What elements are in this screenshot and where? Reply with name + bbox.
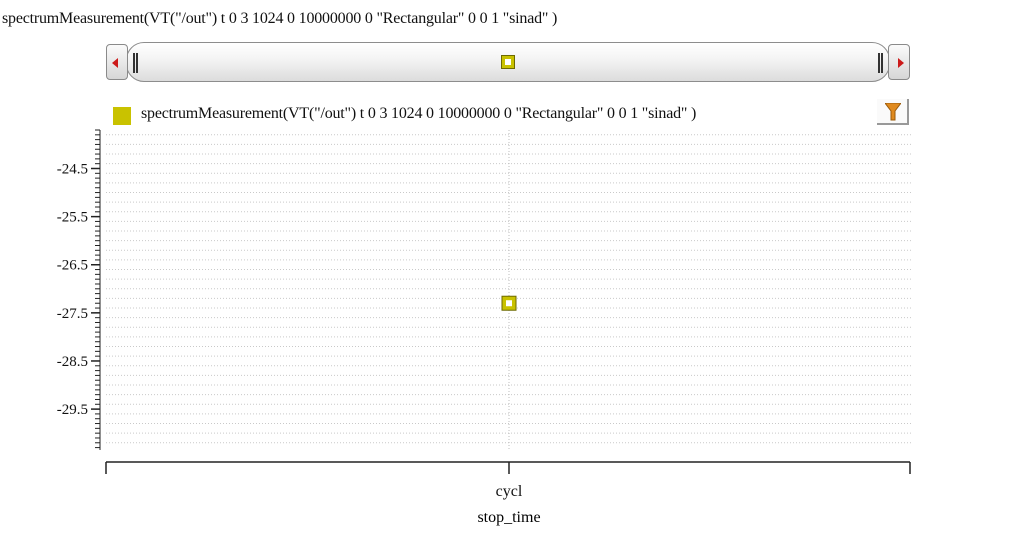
axes [91,129,911,474]
y-tick-label: -25.5 [57,210,88,226]
data-point [501,295,517,311]
y-tick-label: -24.5 [57,161,88,177]
legend-swatch [113,107,131,125]
left-arrow-icon [112,58,118,68]
y-tick-label: -28.5 [57,354,88,370]
y-tick-label: -27.5 [57,306,88,322]
scroll-right-button[interactable] [888,44,910,80]
funnel-icon [885,103,901,121]
window-title: spectrumMeasurement(VT("/out") t 0 3 102… [2,10,558,27]
right-grip-handle[interactable] [878,53,883,73]
y-tick-label: -29.5 [57,402,88,418]
data-points [501,295,517,311]
left-grip-handle[interactable] [133,53,138,73]
legend-label: spectrumMeasurement(VT("/out") t 0 3 102… [141,105,697,122]
scroll-left-button[interactable] [106,44,128,80]
axis-labels: -24.5 -25.5 -26.5 -27.5 -28.5 -29.5 cycl [57,161,523,500]
right-arrow-icon [898,58,904,68]
range-scroller[interactable] [106,42,910,82]
y-tick-label: -26.5 [57,258,88,274]
data-point-inner [506,300,512,307]
grid-lines [106,130,912,450]
scroller-point-marker [501,55,515,69]
x-axis-label: stop_time [477,509,540,526]
x-tick-label: cycl [496,483,523,500]
filter-button[interactable] [877,99,909,125]
